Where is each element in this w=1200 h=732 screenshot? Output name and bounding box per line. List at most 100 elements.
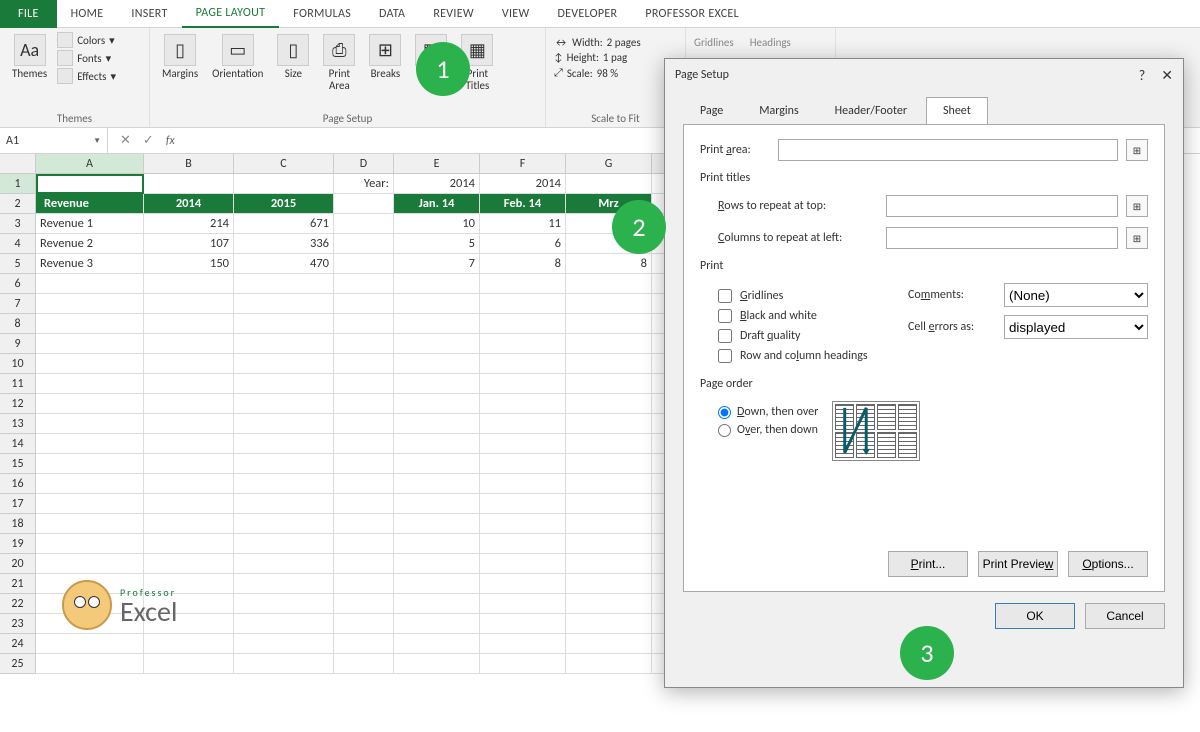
row-header-16[interactable]: 16 bbox=[0, 474, 36, 494]
cell[interactable]: 150 bbox=[144, 254, 234, 274]
cell[interactable] bbox=[334, 534, 394, 554]
cell[interactable] bbox=[480, 574, 566, 594]
cell[interactable] bbox=[480, 414, 566, 434]
cell[interactable] bbox=[480, 434, 566, 454]
row-header-14[interactable]: 14 bbox=[0, 434, 36, 454]
dlg-tab-margins[interactable]: Margins bbox=[742, 97, 815, 125]
col-header-C[interactable]: C bbox=[234, 154, 334, 174]
gridlines-checkbox[interactable] bbox=[718, 289, 732, 303]
cell[interactable] bbox=[566, 654, 652, 674]
cell[interactable] bbox=[480, 354, 566, 374]
cell[interactable] bbox=[566, 614, 652, 634]
cell[interactable] bbox=[144, 274, 234, 294]
cell[interactable] bbox=[144, 314, 234, 334]
print-preview-button[interactable]: Print Preview bbox=[978, 551, 1058, 577]
cell[interactable] bbox=[566, 294, 652, 314]
cell[interactable] bbox=[394, 294, 480, 314]
cell[interactable] bbox=[36, 514, 144, 534]
down-over-radio[interactable] bbox=[718, 406, 731, 419]
cell[interactable] bbox=[234, 634, 334, 654]
tab-home[interactable]: HOME bbox=[57, 0, 118, 28]
cell[interactable] bbox=[234, 554, 334, 574]
cell[interactable] bbox=[334, 454, 394, 474]
col-header-G[interactable]: G bbox=[566, 154, 652, 174]
col-header-A[interactable]: A bbox=[36, 154, 144, 174]
cell[interactable] bbox=[394, 494, 480, 514]
row-header-12[interactable]: 12 bbox=[0, 394, 36, 414]
cell[interactable] bbox=[334, 594, 394, 614]
cell[interactable]: 7 bbox=[394, 254, 480, 274]
rows-repeat-input[interactable] bbox=[886, 195, 1118, 217]
cell[interactable] bbox=[394, 554, 480, 574]
cell[interactable] bbox=[480, 374, 566, 394]
tab-file[interactable]: FILE bbox=[0, 0, 57, 28]
cell[interactable] bbox=[566, 594, 652, 614]
row-header-15[interactable]: 15 bbox=[0, 454, 36, 474]
row-header-21[interactable]: 21 bbox=[0, 574, 36, 594]
row-header-8[interactable]: 8 bbox=[0, 314, 36, 334]
cell[interactable] bbox=[566, 174, 652, 194]
cell[interactable] bbox=[36, 414, 144, 434]
cell[interactable] bbox=[566, 374, 652, 394]
cell[interactable] bbox=[144, 394, 234, 414]
cell[interactable] bbox=[144, 514, 234, 534]
cell[interactable] bbox=[334, 574, 394, 594]
cell[interactable] bbox=[394, 394, 480, 414]
cell[interactable] bbox=[234, 434, 334, 454]
cell[interactable]: Jan. 14 bbox=[394, 194, 480, 214]
row-header-17[interactable]: 17 bbox=[0, 494, 36, 514]
cell[interactable] bbox=[36, 314, 144, 334]
cell[interactable] bbox=[394, 614, 480, 634]
cell[interactable] bbox=[566, 454, 652, 474]
help-icon[interactable]: ? bbox=[1139, 67, 1146, 84]
cancel-button[interactable]: Cancel bbox=[1085, 603, 1165, 629]
cell[interactable] bbox=[334, 394, 394, 414]
rowcol-checkbox[interactable] bbox=[718, 349, 732, 363]
cell[interactable] bbox=[480, 594, 566, 614]
cell[interactable] bbox=[36, 454, 144, 474]
cancel-formula-icon[interactable]: ✕ bbox=[120, 133, 131, 148]
size-button[interactable]: ▯Size bbox=[273, 32, 313, 82]
row-header-20[interactable]: 20 bbox=[0, 554, 36, 574]
cell[interactable] bbox=[144, 654, 234, 674]
cell[interactable] bbox=[480, 454, 566, 474]
cell[interactable]: Feb. 14 bbox=[480, 194, 566, 214]
cols-repeat-input[interactable] bbox=[886, 227, 1118, 249]
cell[interactable] bbox=[394, 374, 480, 394]
row-header-11[interactable]: 11 bbox=[0, 374, 36, 394]
print-button[interactable]: Print... bbox=[888, 551, 968, 577]
cell[interactable] bbox=[234, 574, 334, 594]
cell[interactable] bbox=[234, 314, 334, 334]
cell[interactable] bbox=[334, 634, 394, 654]
fx-label[interactable]: fx bbox=[166, 134, 175, 148]
dlg-tab-sheet[interactable]: Sheet bbox=[926, 97, 988, 125]
row-header-9[interactable]: 9 bbox=[0, 334, 36, 354]
row-header-5[interactable]: 5 bbox=[0, 254, 36, 274]
cell[interactable] bbox=[234, 294, 334, 314]
cell[interactable] bbox=[480, 554, 566, 574]
ref-picker-icon[interactable]: ⊞ bbox=[1126, 139, 1148, 161]
orientation-button[interactable]: ▭Orientation bbox=[208, 32, 267, 82]
cell[interactable] bbox=[334, 654, 394, 674]
cell[interactable] bbox=[480, 614, 566, 634]
draft-checkbox[interactable] bbox=[718, 329, 732, 343]
col-header-B[interactable]: B bbox=[144, 154, 234, 174]
cell[interactable] bbox=[566, 514, 652, 534]
cell[interactable] bbox=[480, 634, 566, 654]
tab-professor-excel[interactable]: PROFESSOR EXCEL bbox=[631, 0, 753, 28]
row-header-19[interactable]: 19 bbox=[0, 534, 36, 554]
cell[interactable] bbox=[334, 214, 394, 234]
breaks-button[interactable]: ⊞Breaks bbox=[365, 32, 405, 82]
cell[interactable] bbox=[334, 234, 394, 254]
cell[interactable] bbox=[334, 414, 394, 434]
print-area-button[interactable]: ⎙Print Area bbox=[319, 32, 359, 94]
ok-button[interactable]: OK bbox=[995, 603, 1075, 629]
cell[interactable] bbox=[394, 414, 480, 434]
cell[interactable] bbox=[566, 554, 652, 574]
height-selector[interactable]: ↕ Height: 1 pag bbox=[554, 51, 677, 64]
cell[interactable] bbox=[36, 474, 144, 494]
cell[interactable] bbox=[334, 434, 394, 454]
cell[interactable] bbox=[234, 614, 334, 634]
cell[interactable]: 2014 bbox=[394, 174, 480, 194]
name-box[interactable]: A1▼ bbox=[0, 128, 108, 153]
